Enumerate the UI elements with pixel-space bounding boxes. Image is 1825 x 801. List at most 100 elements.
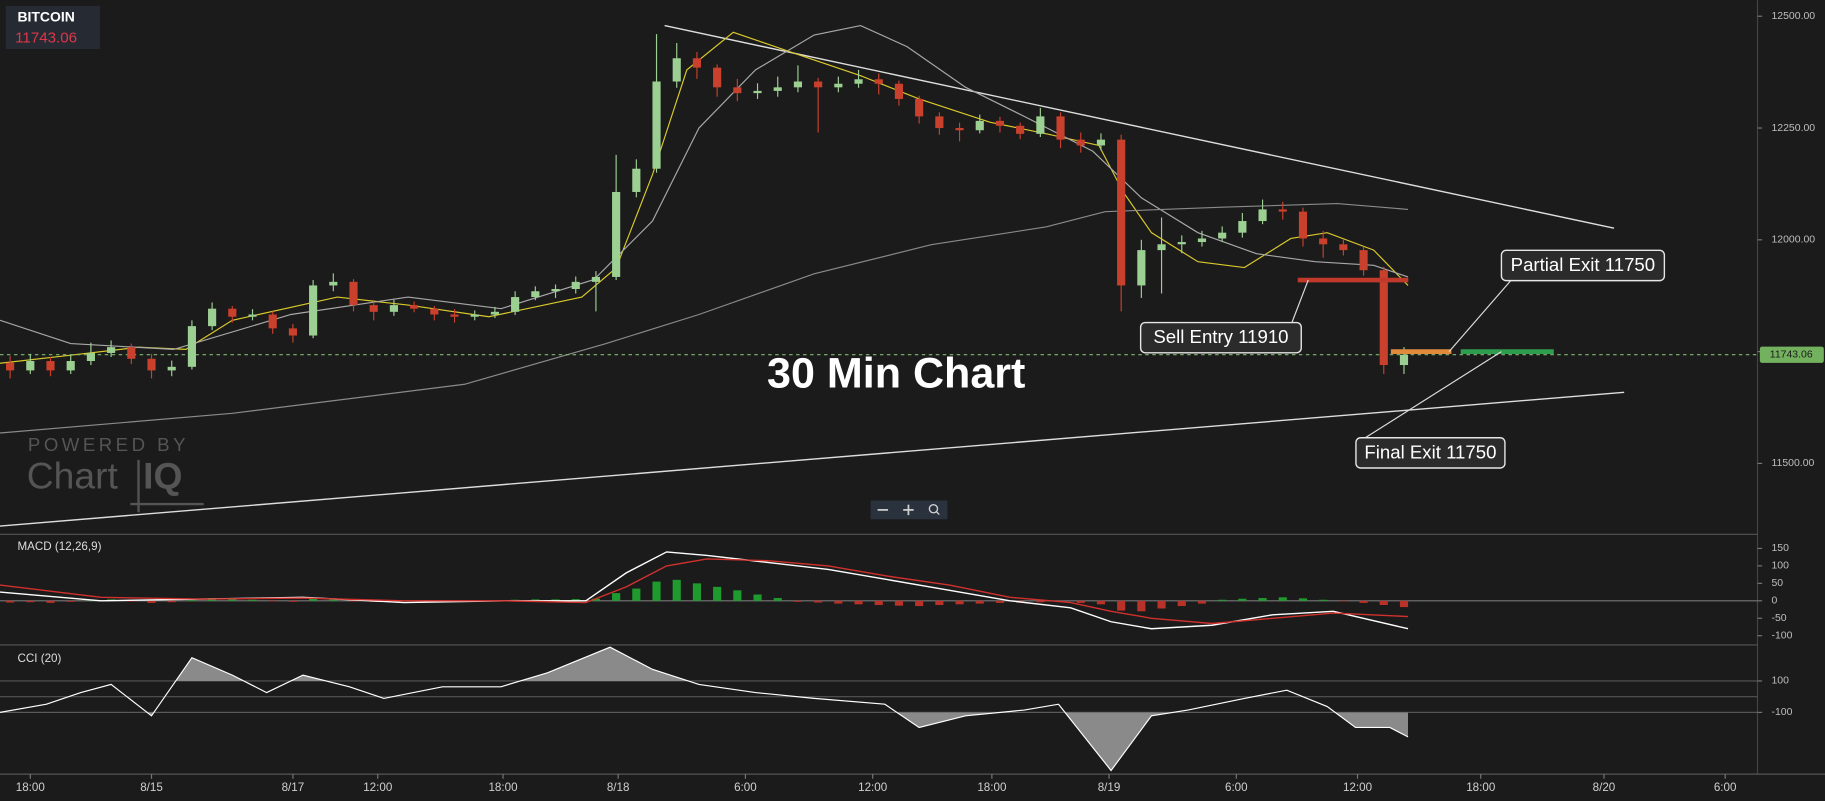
candle-body (1197, 238, 1207, 243)
candle-body (551, 289, 560, 292)
candle-body (733, 87, 742, 94)
candle-body (107, 347, 116, 353)
y-tick-label: 0 (1771, 596, 1777, 607)
candle-body (1218, 232, 1227, 239)
candle-body (248, 314, 257, 317)
candle-body (814, 81, 823, 88)
candle-body (127, 347, 136, 359)
candle-body (713, 67, 722, 88)
y-tick-label: 150 (1771, 543, 1789, 554)
histogram-bar (874, 600, 883, 605)
histogram-bar (1218, 599, 1227, 601)
histogram-bar (127, 600, 136, 602)
candle-body (86, 352, 95, 362)
histogram-bar (228, 599, 237, 601)
candle-body (1056, 116, 1065, 140)
line (0, 24, 1409, 350)
x-tick-label: 8/17 (282, 781, 305, 794)
zoom-reset[interactable] (928, 503, 939, 514)
histogram-bar (1359, 600, 1368, 603)
candle-body (1319, 238, 1328, 245)
histogram-bar (147, 600, 156, 603)
zoom-reset[interactable] (935, 511, 940, 516)
candle-body (1339, 244, 1348, 251)
y-tick-label: -100 (1771, 707, 1792, 718)
panel-title: MACD (12,26,9) (17, 540, 101, 553)
symbol-box (5, 5, 101, 50)
candle-body (1177, 242, 1186, 245)
histogram-bar (349, 600, 358, 602)
candle-body (1036, 116, 1045, 134)
histogram-bar (672, 579, 681, 601)
watermark: POWERED BY (28, 434, 189, 455)
x-tick-label: 12:00 (858, 781, 888, 794)
x-tick-label: 12:00 (1343, 781, 1373, 794)
candle-body (147, 358, 156, 371)
candle-body (349, 281, 358, 306)
candle-body (773, 87, 782, 91)
candle-body (753, 90, 762, 94)
histogram-bar (894, 600, 904, 606)
histogram-bar (1399, 600, 1409, 608)
histogram-bar (753, 594, 762, 601)
histogram-bar (1177, 600, 1186, 607)
price-tag (1759, 346, 1824, 363)
candle-body (955, 128, 964, 131)
callout-line (1448, 280, 1512, 353)
histogram-bar (1076, 600, 1085, 603)
candle-body (612, 191, 621, 277)
candle-body (167, 366, 176, 371)
x-tick-label: 18:00 (977, 781, 1007, 794)
x-tick-label: 8/19 (1098, 781, 1121, 794)
candle-body (854, 79, 863, 84)
candle-body (571, 281, 580, 290)
histogram-bar (1157, 600, 1166, 609)
callout-label: Partial Exit 11750 (1511, 254, 1655, 275)
callout-line (1291, 279, 1309, 323)
histogram-bar (1036, 600, 1045, 603)
candle-body (591, 276, 601, 282)
candle-body (874, 79, 883, 84)
candle-body (1298, 211, 1308, 239)
trendline (664, 24, 1615, 229)
y-tick-label: 100 (1771, 561, 1789, 572)
histogram-bar (551, 599, 560, 601)
price-tag-label: 11743.06 (1770, 349, 1813, 360)
candle-body (511, 297, 520, 312)
histogram-bar (46, 600, 55, 603)
line (0, 203, 1409, 434)
histogram-bar (268, 600, 277, 602)
histogram-bar (591, 598, 601, 601)
histogram-bar (1379, 600, 1388, 605)
candle-body (1137, 250, 1146, 286)
candle-body (632, 168, 641, 192)
candle-body (1399, 354, 1409, 366)
y-tick-label: 12500.00 (1771, 11, 1815, 22)
candle-body (834, 83, 843, 88)
candle-body (1117, 139, 1126, 286)
x-tick-label: 6:00 (1714, 781, 1737, 794)
candle-body (1016, 125, 1025, 134)
histogram-bar (26, 600, 35, 603)
candle-body (531, 291, 540, 298)
histogram-bar (288, 600, 297, 602)
candle-body (1379, 270, 1388, 366)
callout-label: Sell Entry 11910 (1153, 326, 1288, 347)
y-tick-label: 12000.00 (1771, 235, 1815, 246)
histogram-bar (612, 593, 621, 601)
y-tick-label: 11500.00 (1771, 458, 1814, 469)
candle-body (430, 308, 439, 315)
histogram-bar (1096, 600, 1106, 605)
candle-body (26, 361, 35, 371)
histogram-bar (1197, 600, 1207, 604)
candle-body (1076, 139, 1085, 146)
candle-body (692, 58, 702, 68)
symbol: BITCOIN (17, 8, 74, 24)
histogram-bar (167, 600, 176, 603)
candle-body (1258, 209, 1267, 222)
histogram-bar (1298, 598, 1308, 601)
y-tick-label: 100 (1771, 676, 1789, 687)
y-tick-label: 50 (1771, 578, 1783, 589)
candle-body (793, 81, 803, 88)
